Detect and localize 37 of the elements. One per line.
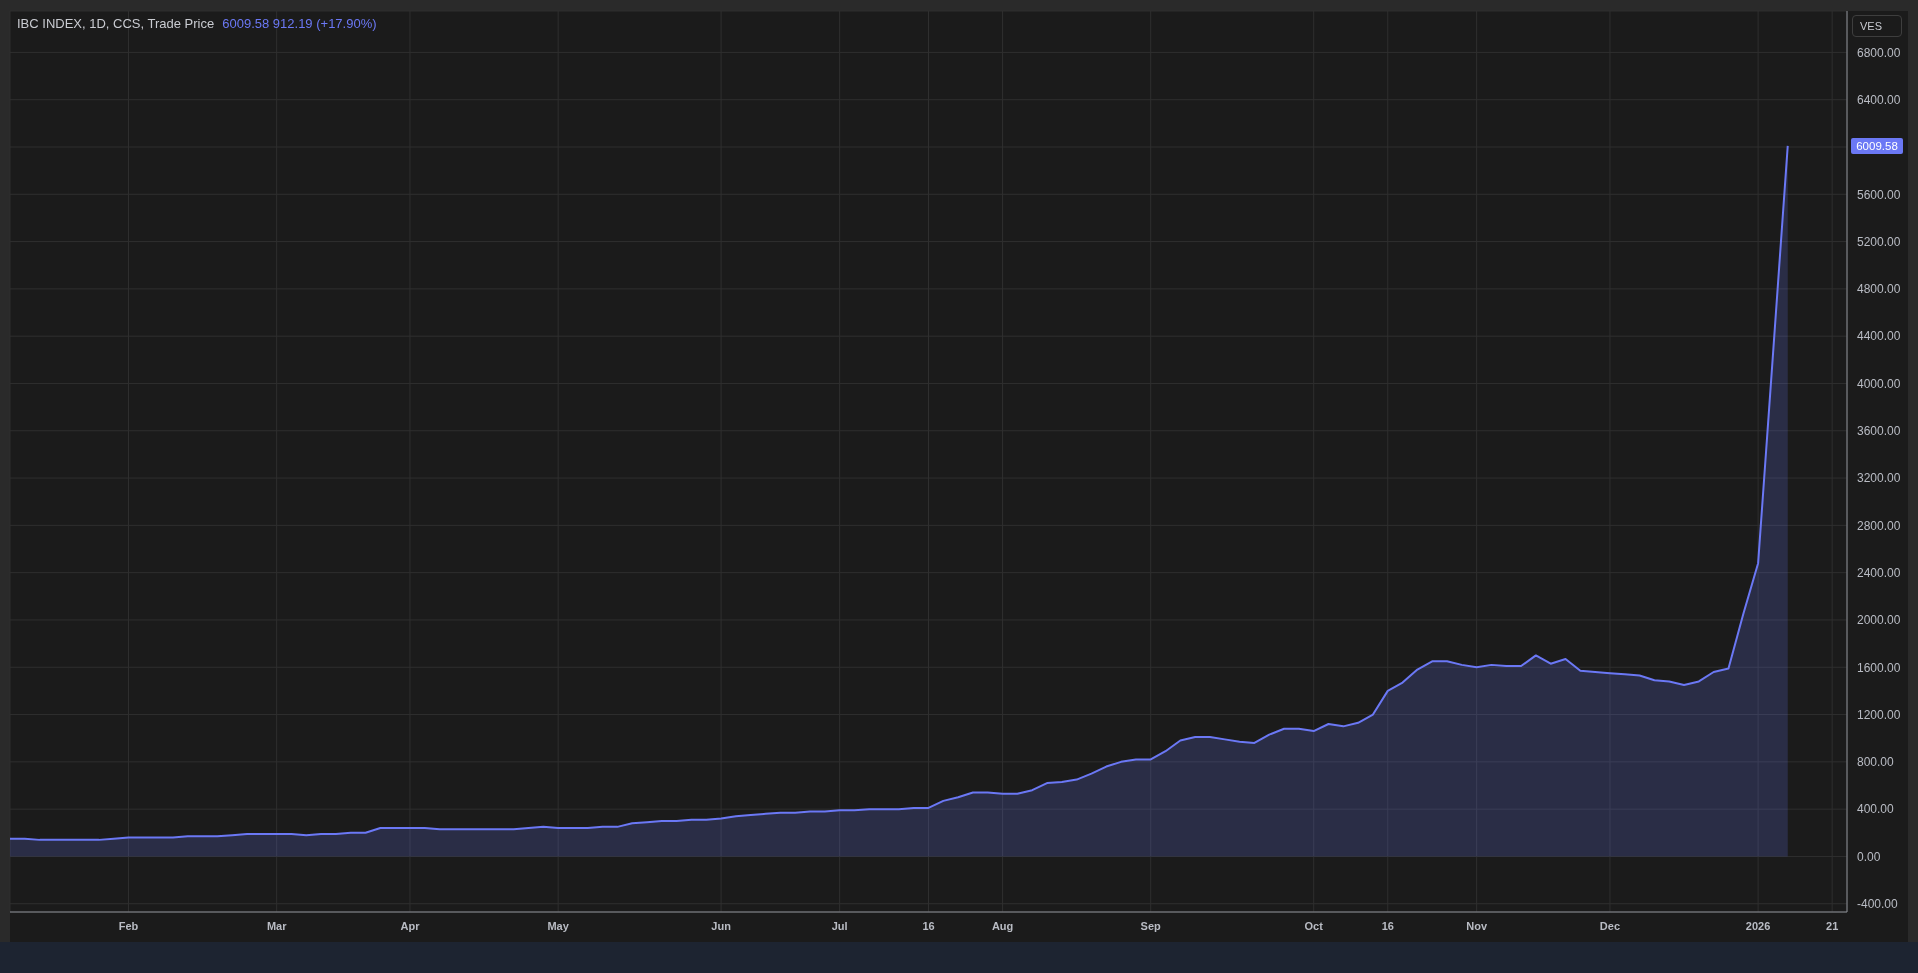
text: 6009.58 xyxy=(1851,137,1903,154)
y-tick-label: 6400.00 xyxy=(1857,92,1901,107)
y-tick-label: 4400.00 xyxy=(1857,329,1901,344)
y-tick-label: 3600.00 xyxy=(1857,424,1901,439)
x-tick-label: Oct xyxy=(1304,919,1324,932)
y-tick-label: 3200.00 xyxy=(1857,471,1901,486)
x-tick-label: Aug xyxy=(991,919,1014,932)
x-tick-label: Feb xyxy=(118,919,139,932)
y-tick-label: 400.00 xyxy=(1857,802,1895,817)
y-axis-title: VES xyxy=(1852,15,1902,37)
y-tick-label: 6800.00 xyxy=(1857,45,1901,60)
x-tick-label: 2026 xyxy=(1745,919,1771,932)
x-tick-label: Jun xyxy=(711,919,732,932)
y-tick-label: -400.00 xyxy=(1857,896,1899,911)
chart-subtitle: 6009.58 912.19 (+17.90%) xyxy=(222,16,377,32)
y-tick-label: 2400.00 xyxy=(1857,565,1901,580)
x-tick-label: May xyxy=(547,919,570,932)
y-tick-label: 0.00 xyxy=(1857,849,1881,864)
x-tick-label: 16 xyxy=(922,919,935,932)
y-tick-label: 2000.00 xyxy=(1857,613,1901,628)
x-tick-label: Mar xyxy=(266,919,288,932)
chart-title: IBC INDEX, 1D, CCS, Trade Price xyxy=(17,16,215,32)
y-tick-label: 2800.00 xyxy=(1857,518,1901,533)
y-tick-label: 1200.00 xyxy=(1857,707,1901,722)
x-tick-label: Apr xyxy=(400,919,421,932)
y-tick-label: 800.00 xyxy=(1857,755,1895,770)
x-tick-label: Dec xyxy=(1599,919,1621,932)
x-tick-label: Sep xyxy=(1140,919,1162,932)
x-tick-label: Nov xyxy=(1466,919,1488,932)
x-tick-label: 16 xyxy=(1381,919,1394,932)
y-tick-label: 5600.00 xyxy=(1857,187,1901,202)
y-tick-label: 4800.00 xyxy=(1857,282,1901,297)
x-tick-label: 21 xyxy=(1826,919,1839,932)
x-tick-label: Jul xyxy=(831,919,848,932)
y-tick-label: 5200.00 xyxy=(1857,234,1901,249)
y-tick-label: 4000.00 xyxy=(1857,376,1901,391)
y-tick-label: 1600.00 xyxy=(1857,660,1901,675)
